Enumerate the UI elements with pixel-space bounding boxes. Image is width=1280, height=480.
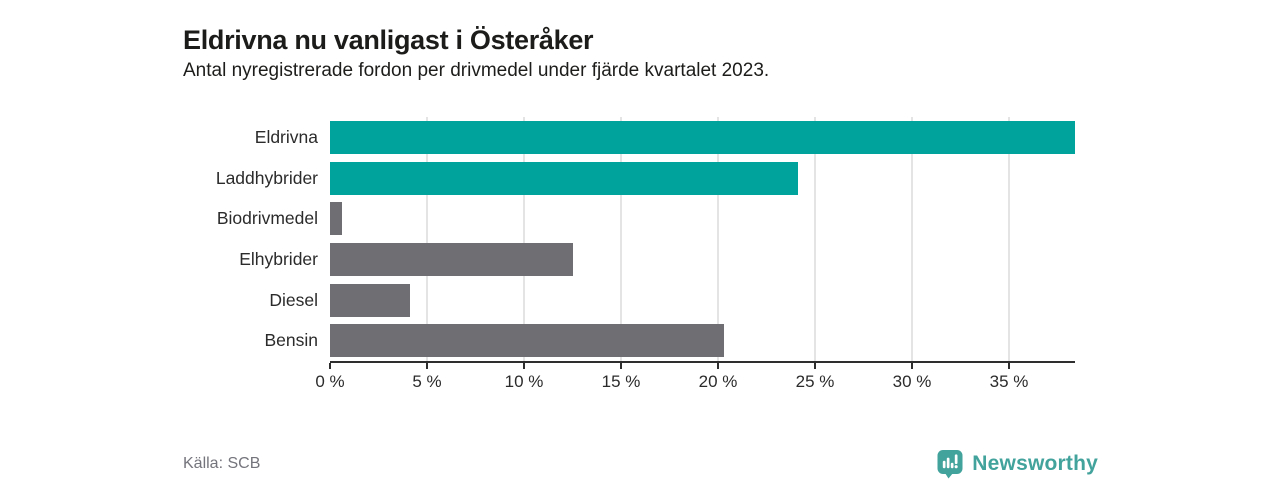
gridline-5 [426,117,428,361]
bar-eldrivna [330,120,1075,154]
tick-label-10: 10 % [504,372,544,392]
chart-row: Laddhybrider [183,158,1075,199]
bar-laddhybrider [330,161,798,195]
tick-label-30: 30 % [892,372,932,392]
chart-subtitle: Antal nyregistrerade fordon per drivmede… [183,60,770,81]
chart-row: Bensin [183,320,1075,361]
gridline-25 [814,117,817,361]
gridline-10 [523,117,525,361]
tick-mark-5 [426,363,428,370]
chart-row: Diesel [183,280,1075,321]
tick-mark-0 [329,363,331,370]
bar-biodrivmedel [330,202,342,236]
gridline-30 [911,117,914,361]
bar-track [330,242,1075,276]
tick-label-35: 35 % [989,372,1029,392]
chart-row: Biodrivmedel [183,198,1075,239]
chart-row: Elhybrider [183,239,1075,280]
bar-chart: Eldrivna Laddhybrider Biodrivmedel Elhybrid… [183,117,1075,391]
gridline-20 [717,117,720,361]
category-label: Bensin [264,330,318,351]
brand-name: Newsworthy [972,452,1098,475]
tick-label-0: 0 % [315,372,345,392]
bar-track [330,161,1075,195]
gridline-15 [620,117,623,361]
chart-rows: Eldrivna Laddhybrider Biodrivmedel Elhybrid… [183,117,1075,361]
bar-track [330,324,1075,358]
bar-track [330,120,1075,154]
bar-track [330,202,1075,236]
category-label: Diesel [269,289,318,310]
newsworthy-logo-icon [937,450,963,479]
newsworthy-brand: Newsworthy [936,449,1098,479]
tick-mark-25 [814,363,817,370]
chart-row: Eldrivna [183,117,1075,158]
bar-elhybrider [330,242,573,276]
chart-footer: Källa: SCB Newsworthy [183,449,1098,479]
bar-bensin [330,324,724,358]
plot-gridlines [330,117,1075,361]
gridline-35 [1008,117,1011,361]
tick-mark-20 [717,363,720,370]
tick-mark-15 [620,363,623,370]
tick-label-25: 25 % [795,372,835,392]
tick-label-15: 15 % [601,372,641,392]
bar-diesel [330,283,410,317]
category-label: Eldrivna [254,126,318,147]
category-label: Biodrivmedel [216,208,318,229]
x-axis-line [330,361,1075,364]
page-title: Eldrivna nu vanligast i Österåker [183,25,594,56]
tick-mark-10 [523,363,525,370]
tick-label-5: 5 % [412,372,442,392]
tick-mark-35 [1008,363,1011,370]
category-label: Elhybrider [239,248,318,269]
x-axis: 0 % 5 % 10 % 15 % 20 % 25 % 30 % 35 % [315,361,1075,391]
bar-track [330,283,1075,317]
tick-mark-30 [911,363,914,370]
tick-label-20: 20 % [698,372,738,392]
category-label: Laddhybrider [215,167,318,188]
source-note: Källa: SCB [183,455,261,472]
